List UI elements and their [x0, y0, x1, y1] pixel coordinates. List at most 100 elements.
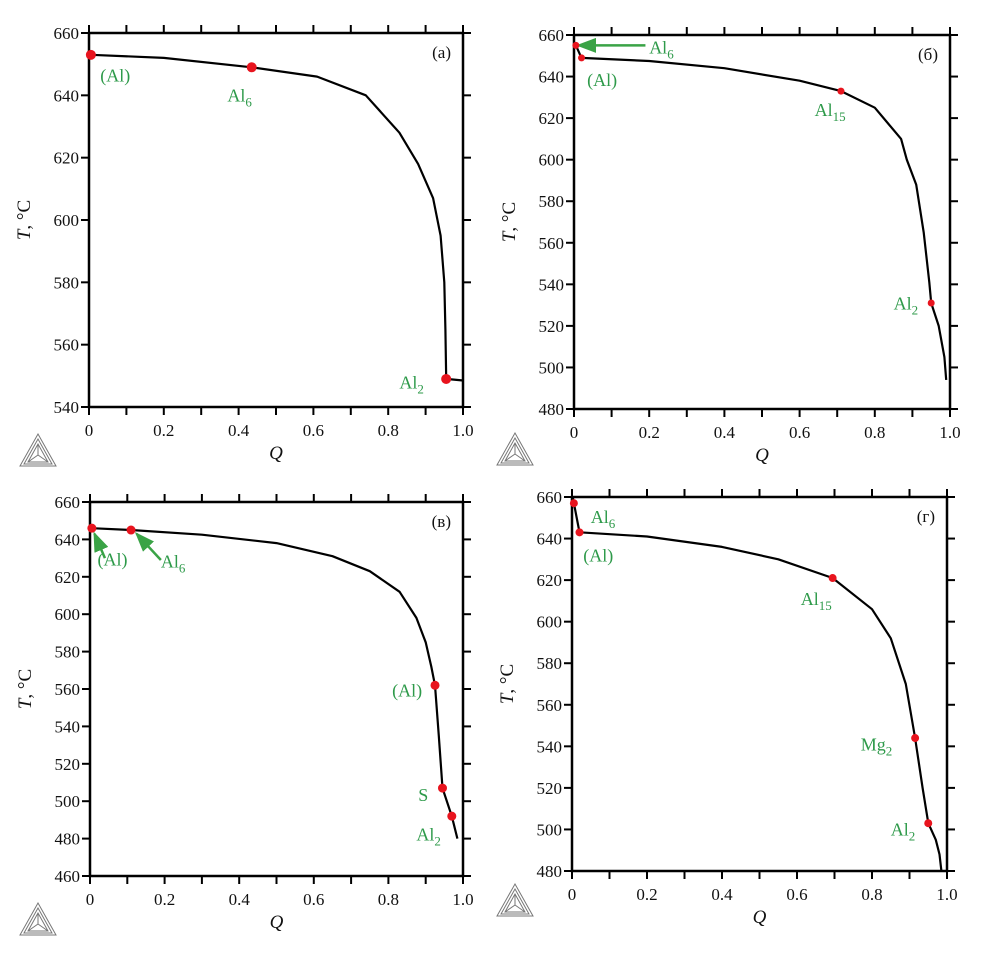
x-tick-label: 0.8 [861, 885, 882, 904]
plot-frame [87, 31, 465, 409]
phase-annotation: Al15 [815, 100, 846, 124]
phase-point [837, 87, 845, 95]
phase-annotation-text: Al [894, 293, 912, 313]
x-tick-label: 1.0 [936, 885, 957, 904]
plot-frame [570, 495, 949, 873]
phase-annotation: (Al) [392, 680, 422, 701]
y-axis-title: T, °C [497, 664, 518, 704]
phase-annotation-subscript: 6 [609, 516, 616, 531]
solidification-curve [571, 496, 943, 872]
x-axis-title: Q [270, 912, 284, 933]
phase-annotation-text: Al [891, 820, 909, 840]
y-axis-unit: , °C [15, 669, 36, 699]
x-tick-label: 0.2 [636, 885, 657, 904]
x-tick-label: 0.4 [229, 890, 251, 909]
y-tick-label: 620 [539, 109, 565, 128]
logo-triangle [19, 432, 57, 467]
x-tick-label: 0 [568, 885, 577, 904]
phase-annotation-text: (Al) [587, 70, 617, 91]
logo-triangle [504, 892, 526, 913]
y-tick-label: 560 [537, 696, 563, 715]
logo-spokes [27, 913, 49, 932]
y-tick-label: 640 [55, 530, 81, 549]
x-tick-label: 0.8 [864, 423, 885, 442]
logo-triangle [496, 882, 534, 917]
phase-annotation-subscript: 6 [667, 47, 674, 62]
x-tick-label: 0 [85, 421, 94, 440]
y-tick-label: 500 [55, 792, 81, 811]
y-tick-label: 560 [54, 336, 80, 355]
y-tick-label: 620 [537, 571, 563, 590]
triangle-logo-icon [19, 901, 57, 936]
y-axis-unit: , °C [499, 202, 520, 232]
x-axis-title: Q [269, 443, 283, 464]
x-tick-label: 0.4 [714, 423, 736, 442]
y-axis-title: T, °C [14, 200, 35, 240]
phase-annotation: Al6 [161, 551, 186, 575]
phase-point [572, 41, 580, 49]
phase-point [437, 783, 447, 793]
x-tick-label: 0.2 [154, 890, 175, 909]
phase-annotation-subscript: 2 [434, 833, 441, 848]
logo-triangle [496, 431, 534, 466]
triangle-logo-icon [496, 882, 534, 917]
y-tick-label: 620 [55, 568, 81, 587]
panel-label: (в) [432, 512, 451, 531]
y-tick-label: 520 [55, 755, 81, 774]
y-tick-label: 520 [539, 317, 565, 336]
y-tick-label: 460 [55, 867, 81, 886]
triangle-logo-icon [496, 431, 534, 466]
x-tick-label: 0.6 [303, 421, 324, 440]
phase-annotation-text: Al [801, 589, 819, 609]
y-tick-label: 660 [539, 26, 565, 45]
logo-triangle [27, 442, 49, 463]
y-axis-title: T, °C [15, 669, 36, 709]
y-tick-label: 480 [537, 862, 563, 881]
y-tick-label: 520 [537, 779, 563, 798]
y-axis-title: T, °C [499, 202, 520, 242]
triangle-logo-icon [19, 432, 57, 467]
phase-annotation: Mg2 [861, 734, 893, 758]
y-tick-label: 580 [539, 192, 565, 211]
x-tick-label: 0.6 [789, 423, 810, 442]
phase-point [85, 49, 96, 60]
phase-annotation-subscript: 6 [179, 560, 186, 575]
y-tick-label: 580 [54, 273, 80, 292]
phase-annotation-text: (Al) [583, 545, 613, 566]
y-tick-label: 560 [55, 680, 81, 699]
y-tick-label: 660 [55, 493, 81, 512]
phase-annotation-subscript: 2 [417, 381, 424, 396]
y-tick-label: 600 [55, 605, 81, 624]
y-axis-unit: , °C [497, 664, 518, 694]
y-tick-label: 480 [539, 400, 565, 419]
annotation-arrow [93, 531, 109, 559]
phase-point [126, 525, 136, 535]
phase-annotation: (Al) [100, 65, 130, 86]
x-tick-label: 0.4 [228, 421, 250, 440]
y-tick-label: 500 [539, 358, 565, 377]
phase-point [569, 499, 578, 508]
x-tick-label: 0.6 [303, 890, 324, 909]
phase-annotation-text: S [418, 785, 428, 805]
panel-4: 0 0.2 0.4 0.6 0.8 1.0 480 500 520 540 560 580 600 620… [496, 488, 958, 928]
phase-point [447, 811, 457, 821]
panel-1: 0 0.2 0.4 0.6 0.8 1.0 540 560 580 600 620 640 660 Q T,… [14, 24, 474, 467]
panel-label: (б) [918, 45, 938, 64]
phase-annotation: S [418, 785, 428, 805]
y-tick-label: 620 [54, 149, 80, 168]
y-tick-label: 640 [539, 68, 565, 87]
x-tick-label: 0.2 [639, 423, 660, 442]
phase-point [927, 299, 935, 307]
y-tick-label: 600 [54, 211, 80, 230]
phase-point [246, 62, 257, 73]
phase-annotation: Al6 [227, 86, 252, 110]
solidification-curve [91, 527, 459, 839]
phase-annotation-subscript: 15 [819, 598, 832, 613]
solidification-curve [574, 44, 948, 380]
x-axis-title: Q [753, 907, 767, 928]
logo-triangle [23, 437, 53, 465]
phase-annotation-text: Al [416, 824, 434, 844]
y-axis-unit: , °C [14, 200, 35, 230]
phase-annotation: Al6 [649, 38, 674, 62]
